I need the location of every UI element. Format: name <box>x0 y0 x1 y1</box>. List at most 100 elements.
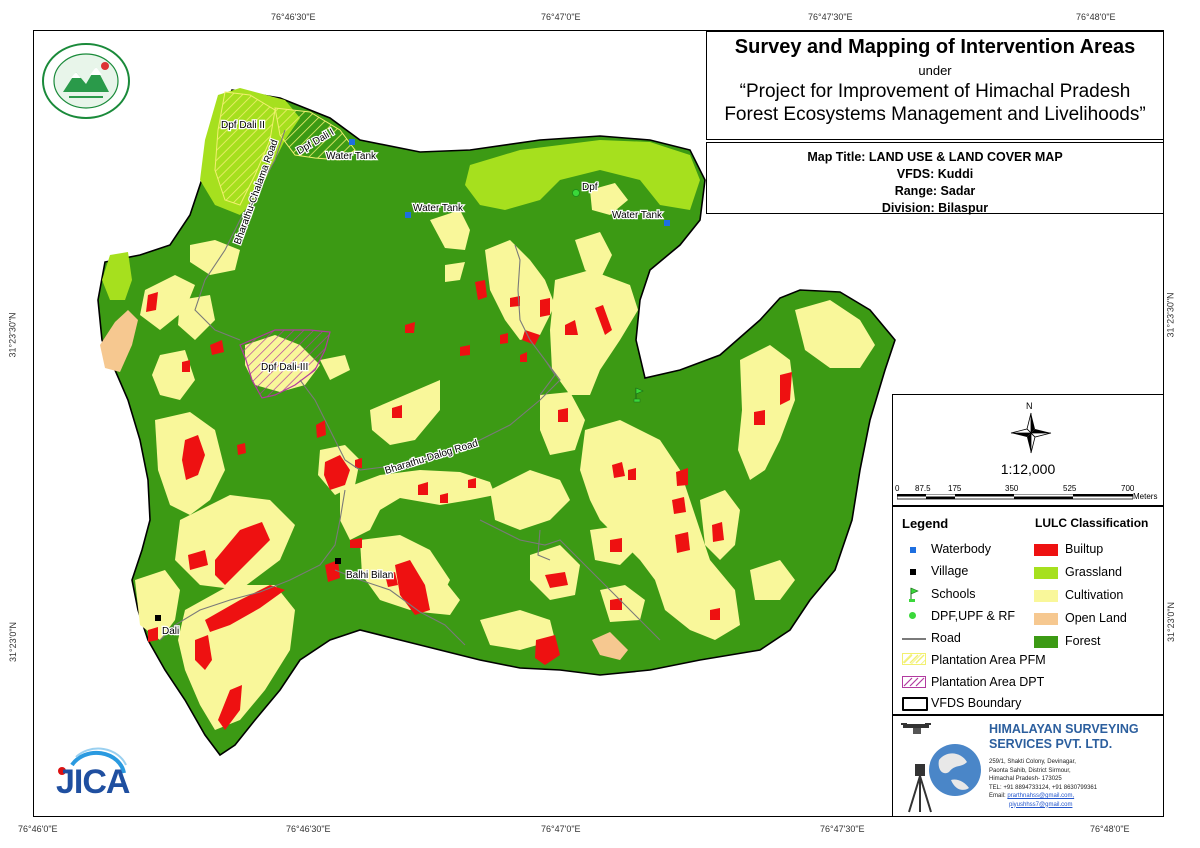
legend-item-schools: Schools <box>931 587 976 601</box>
legend-item-vfds-boundary: VFDS Boundary <box>931 696 1022 710</box>
road-layer <box>159 129 661 646</box>
legend-item-road: Road <box>931 631 961 645</box>
plantation-pfm-dali-1 <box>274 107 356 161</box>
division-name: Division: Bilaspur <box>881 201 989 215</box>
coord-bottom-2: 76°46'30"E <box>286 824 331 834</box>
title-under: under <box>918 63 952 78</box>
coord-top-1: 76°46'30"E <box>271 12 316 22</box>
legend-item-village: Village <box>931 564 969 578</box>
scale-bar <box>897 494 1133 500</box>
scale-ratio: 1:12,000 <box>1000 461 1056 477</box>
email-line: Email: prarthnahss@gmail.com, <box>989 792 1097 801</box>
lulc-label-open-land: Open Land <box>1065 611 1127 625</box>
waterbody-legend-icon <box>910 547 916 553</box>
map-info-panel: Map Title: LAND USE & LAND COVER MAP VFD… <box>706 142 1164 215</box>
waterbody-marker-1 <box>349 139 355 145</box>
waterbody-marker-2 <box>405 212 411 218</box>
plantation-pfm-legend-icon <box>902 653 926 665</box>
address-line-4: TEL: +91 8894733124, +91 8630799361 <box>989 784 1098 791</box>
title-project: “Project for Improvement of Himachal Pra… <box>707 80 1163 126</box>
vfds-name: VFDS: Kuddi <box>896 167 974 181</box>
lulc-swatch-open-land <box>1034 613 1058 625</box>
scale-tick-3: 350 <box>1005 484 1019 493</box>
village-legend-icon <box>910 569 916 575</box>
email-label: Email: <box>989 793 1006 799</box>
scale-panel: N 1:12,000 0 87.5 175 350 525 700 Meters <box>892 394 1164 506</box>
legend-item-dpf: DPF,UPF & RF <box>931 609 1016 623</box>
label-dali: Dali <box>162 626 179 637</box>
lulc-swatch-builtup <box>1034 544 1058 556</box>
address-line-3: Himachal Pradesh- 173025 <box>989 776 1062 782</box>
address-line-2: Paonta Sahib, District Sirmour, <box>989 767 1071 774</box>
scale-tick-5: 700 <box>1121 484 1135 493</box>
scale-unit: Meters <box>1133 492 1158 501</box>
jica-text: JICA <box>56 763 130 801</box>
scale-tick-0: 0 <box>895 484 900 493</box>
company-name-line2: SERVICES PVT. LTD. <box>989 737 1113 751</box>
lulc-swatch-cultivation <box>1034 590 1058 602</box>
title-project-line2: Forest Ecosystems Management and Livelih… <box>724 104 1146 125</box>
lulc-swatch-grassland <box>1034 567 1058 579</box>
plantation-dpt-dali-3 <box>239 329 331 399</box>
plantation-pfm-dali-2 <box>214 91 276 206</box>
grassland-west <box>102 252 132 300</box>
label-dpf-dali-3: Dpf Dali-III <box>261 362 308 373</box>
map-title: Map Title: LAND USE & LAND COVER MAP <box>807 150 1063 164</box>
dpf-marker <box>572 189 580 197</box>
lulc-title: LULC Classification <box>1035 516 1149 530</box>
label-water-tank-3: Water Tank <box>612 210 663 221</box>
company-name-line1: HIMALAYAN SURVEYING <box>989 722 1139 736</box>
coord-top-4: 76°48'0"E <box>1076 12 1116 22</box>
email-link-2[interactable]: piyushhss7@gmail.com <box>1009 801 1073 808</box>
coord-top-2: 76°47'0"E <box>541 12 581 22</box>
scale-tick-2: 175 <box>948 484 962 493</box>
north-arrow-icon <box>1010 412 1052 454</box>
company-address: 259/1, Shakti Colony, Devinagar, Paonta … <box>989 758 1097 809</box>
forest-department-logo <box>42 43 130 119</box>
legend-panel: Legend LULC Classification Waterbody Vil… <box>892 506 1164 715</box>
openland-south <box>592 632 628 660</box>
label-water-tank-2: Water Tank <box>413 203 464 214</box>
coord-top-3: 76°47'30"E <box>808 12 853 22</box>
road-legend-icon <box>902 638 926 640</box>
legend-item-plantation-pfm: Plantation Area PFM <box>931 653 1046 667</box>
email-line-2: piyushhss7@gmail.com <box>989 801 1097 810</box>
address-line-1: 259/1, Shakti Colony, Devinagar, <box>989 759 1076 765</box>
lulc-label-builtup: Builtup <box>1065 542 1104 556</box>
title-panel: Survey and Mapping of Intervention Areas… <box>706 31 1164 140</box>
label-water-tank-1: Water Tank <box>326 151 377 162</box>
scale-tick-1: 87.5 <box>915 484 931 493</box>
label-dpf-dali-2: Dpf Dali II <box>221 120 265 131</box>
school-marker <box>633 387 644 403</box>
legend-item-waterbody: Waterbody <box>931 542 991 556</box>
lulc-label-cultivation: Cultivation <box>1065 588 1124 602</box>
school-legend-icon <box>909 587 919 602</box>
dpf-legend-icon <box>909 612 916 619</box>
village-marker-balhi <box>335 558 341 564</box>
legend-title: Legend <box>902 516 949 531</box>
lulc-label-grassland: Grassland <box>1065 565 1122 579</box>
company-panel: HIMALAYAN SURVEYING SERVICES PVT. LTD. 2… <box>892 715 1164 817</box>
drone-survey-icon <box>901 723 981 813</box>
waterbody-marker-3 <box>664 220 670 226</box>
title-main: Survey and Mapping of Intervention Areas <box>734 36 1136 58</box>
plantation-dpt-legend-icon <box>902 676 926 688</box>
lulc-label-forest: Forest <box>1065 634 1101 648</box>
builtup-layer <box>146 280 792 730</box>
lulc-swatch-forest <box>1034 636 1058 648</box>
legend-item-plantation-dpt: Plantation Area DPT <box>931 675 1045 689</box>
coord-bottom-5: 76°48'0"E <box>1090 824 1130 834</box>
coord-bottom-3: 76°47'0"E <box>541 824 581 834</box>
scale-tick-4: 525 <box>1063 484 1077 493</box>
village-marker-dali <box>155 615 161 621</box>
title-project-line1: “Project for Improvement of Himachal Pra… <box>739 81 1131 102</box>
coord-bottom-4: 76°47'30"E <box>820 824 865 834</box>
openland-west <box>100 310 138 372</box>
coord-bottom-1: 76°46'0"E <box>18 824 58 834</box>
range-name: Range: Sadar <box>894 184 976 198</box>
email-link-1[interactable]: prarthnahss@gmail.com, <box>1007 793 1075 799</box>
jica-logo: JICA <box>52 745 132 805</box>
label-dpf: Dpf <box>582 182 598 193</box>
vfds-boundary-legend-icon <box>902 697 928 711</box>
